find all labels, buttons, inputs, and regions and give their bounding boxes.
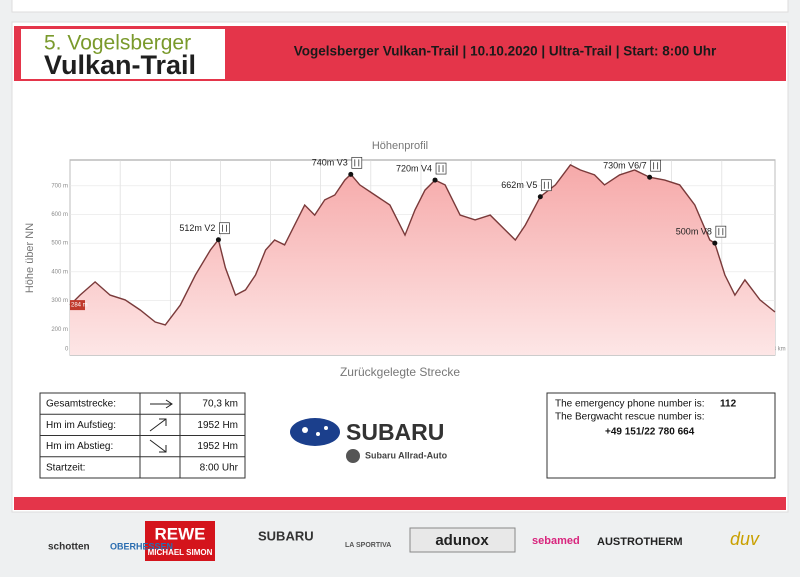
sponsor: REWE bbox=[155, 524, 206, 543]
emergency-number: 112 bbox=[720, 399, 737, 410]
emergency-box bbox=[546, 392, 776, 479]
subaru-icon bbox=[346, 449, 360, 463]
food-icon bbox=[650, 159, 661, 172]
arrow-up bbox=[149, 418, 167, 432]
food-icon bbox=[219, 222, 230, 235]
arrow-right bbox=[150, 399, 173, 409]
waypoint-label: 730m V6/7 bbox=[603, 161, 647, 171]
food-icon bbox=[540, 179, 552, 192]
sponsor: LA SPORTIVA bbox=[345, 542, 391, 549]
rewe-box bbox=[145, 521, 215, 561]
y-tick-label: 600 m bbox=[51, 212, 68, 218]
food-icon-glyph bbox=[653, 162, 659, 170]
waypoint-label: 500m V8 bbox=[676, 227, 712, 237]
waypoint-label: 662m V5 bbox=[501, 180, 537, 190]
waypoint bbox=[537, 194, 543, 200]
sponsor: OBERHESSEN bbox=[110, 541, 173, 551]
stats-value: 70,3 km bbox=[202, 399, 238, 410]
y-tick-label: 400 m bbox=[51, 269, 68, 275]
sponsor: adunox bbox=[435, 532, 489, 549]
stats-label: Hm im Abstieg: bbox=[46, 441, 113, 452]
emergency-line: The emergency phone number is: bbox=[555, 399, 705, 410]
elevation-line bbox=[69, 164, 776, 326]
logo-box bbox=[21, 29, 225, 79]
x-axis-label: Zurückgelegte Strecke bbox=[340, 365, 460, 379]
y-tick-label: 200 m bbox=[51, 327, 68, 333]
x-tick-label: 70.3 km bbox=[764, 347, 785, 353]
sponsor: duv bbox=[730, 529, 760, 549]
food-icon bbox=[435, 162, 447, 175]
waypoint-label: 720m V4 bbox=[396, 163, 432, 173]
sponsor: schotten bbox=[48, 542, 90, 553]
waypoint bbox=[348, 171, 354, 177]
waypoint-label: 740m V3 bbox=[312, 158, 348, 168]
waypoint bbox=[432, 177, 438, 183]
waypoint-label: 512m V2 bbox=[179, 223, 215, 233]
y-tick-label: 500 m bbox=[51, 241, 68, 247]
start-label: 284 m bbox=[71, 303, 88, 309]
stats-value: 8:00 Uhr bbox=[200, 462, 239, 473]
chart-title: Höhenprofil bbox=[372, 140, 428, 152]
emblem-star bbox=[316, 432, 320, 436]
elevation-area bbox=[70, 164, 775, 355]
stats-label: Startzeit: bbox=[46, 462, 85, 473]
food-icon-glyph bbox=[354, 159, 360, 167]
stats-value: 1952 Hm bbox=[197, 441, 238, 452]
food-icon-glyph bbox=[438, 165, 444, 173]
emergency-line: The Bergwacht rescue number is: bbox=[555, 412, 705, 423]
main-sponsor-tagline: Subaru Allrad-Auto bbox=[365, 450, 448, 460]
subaru-emblem bbox=[290, 418, 340, 446]
y-tick-label: 700 m bbox=[51, 183, 68, 189]
food-icon-glyph bbox=[718, 228, 724, 236]
waypoint bbox=[647, 174, 653, 180]
sponsor: AUSTROTHERM bbox=[597, 536, 683, 548]
emblem-star bbox=[302, 427, 308, 433]
y-tick-label: 300 m bbox=[51, 298, 68, 304]
food-icon bbox=[715, 225, 727, 238]
emergency-number: +49 151/22 780 664 bbox=[605, 427, 695, 438]
banner: Vogelsberger Vulkan-Trail | 10.10.2020 |… bbox=[294, 44, 717, 59]
stats-label: Gesamtstrecke: bbox=[46, 399, 116, 410]
arrow-down bbox=[149, 439, 167, 453]
food-icon-glyph bbox=[222, 224, 227, 232]
main-sponsor: SUBARU bbox=[346, 419, 444, 445]
logo-line1: 5. Vogelsberger bbox=[44, 32, 191, 55]
sponsor: SUBARU bbox=[258, 528, 314, 543]
adunox-box bbox=[409, 527, 516, 553]
footer-bar bbox=[14, 497, 786, 510]
top-card bbox=[11, 0, 789, 13]
sponsor: sebamed bbox=[532, 535, 580, 547]
logo-line2: Vulkan-Trail bbox=[44, 50, 196, 80]
food-icon-glyph bbox=[543, 181, 549, 189]
emblem-star bbox=[324, 426, 328, 430]
start-label-box bbox=[70, 300, 85, 311]
y-axis-label: Höhe über NN bbox=[24, 223, 36, 293]
sponsor: MICHAEL SIMON bbox=[148, 548, 213, 557]
waypoint bbox=[712, 240, 718, 246]
waypoint bbox=[215, 237, 221, 243]
stats-value: 1952 Hm bbox=[197, 420, 238, 431]
food-icon bbox=[351, 156, 363, 169]
stats-label: Hm im Aufstieg: bbox=[46, 420, 116, 431]
